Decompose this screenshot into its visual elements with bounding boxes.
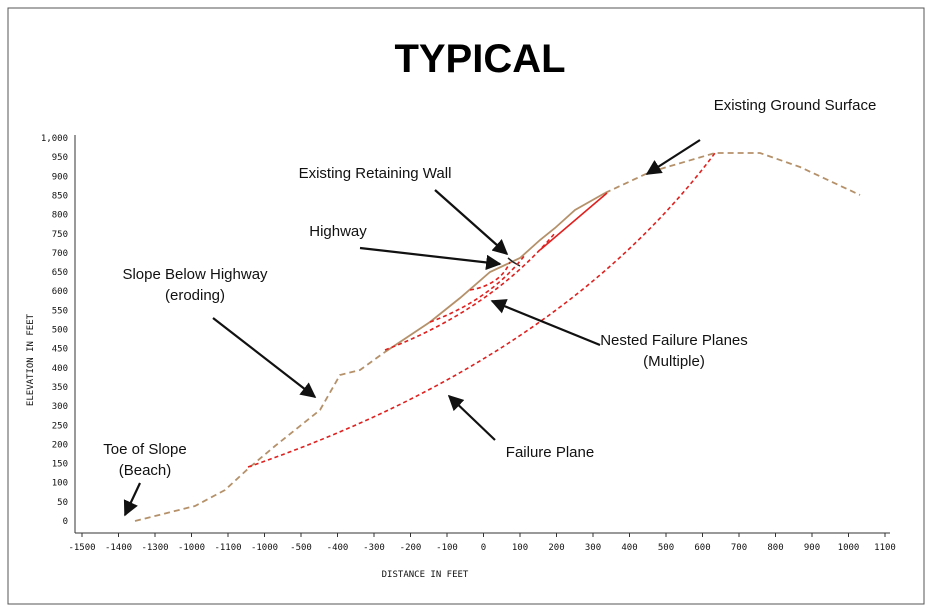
- y-tick-label: 800: [52, 211, 68, 221]
- nested-failure-plane: [384, 232, 556, 351]
- arrows: [123, 139, 701, 517]
- x-tick-label: -1100: [214, 543, 241, 553]
- y-tick-label: 750: [52, 230, 68, 240]
- x-tick-label: 900: [804, 543, 820, 553]
- x-tick-label: -1300: [141, 543, 168, 553]
- y-axis-label: ELEVATION IN FEET: [26, 313, 36, 406]
- nested-failure-plane: [429, 254, 526, 323]
- failure-plane-solid: [539, 192, 608, 251]
- annotation: Failure Plane: [506, 444, 594, 461]
- x-tick-label: -1400: [105, 543, 132, 553]
- x-tick-label: -300: [363, 543, 385, 553]
- x-tick-label: 1000: [838, 543, 860, 553]
- y-tick-label: 900: [52, 172, 68, 182]
- y-tick-label: 100: [52, 479, 68, 489]
- ground-profile: [384, 192, 606, 353]
- x-tick-label: 100: [512, 543, 528, 553]
- x-tick-label: 500: [658, 543, 674, 553]
- frame: [7, 7, 925, 605]
- y-tick-label: 150: [52, 460, 68, 470]
- y-tick-label: 650: [52, 268, 68, 278]
- x-tick-label: 400: [621, 543, 637, 553]
- y-tick-label: 850: [52, 191, 68, 201]
- y-tick-label: 200: [52, 440, 68, 450]
- y-tick-label: 250: [52, 421, 68, 431]
- x-tick-label: 200: [548, 543, 564, 553]
- x-tick-label: -1000: [178, 543, 205, 553]
- annotation: (Beach): [119, 462, 172, 479]
- x-tick-label: 700: [731, 543, 747, 553]
- x-tick-label: -200: [400, 543, 422, 553]
- y-tick-label: 350: [52, 383, 68, 393]
- failure-plane: [247, 152, 716, 468]
- y-tick-label: 550: [52, 306, 68, 316]
- annotation: Existing Retaining Wall: [299, 165, 452, 182]
- ground-profile: [604, 152, 861, 196]
- y-tick-label: 50: [57, 498, 68, 508]
- x-tick-label: -1000: [251, 543, 278, 553]
- y-tick-label: 500: [52, 326, 68, 336]
- annotation: Highway: [309, 223, 367, 240]
- x-tick-label: -400: [327, 543, 349, 553]
- x-tick-label: -100: [436, 543, 458, 553]
- title: TYPICAL: [394, 37, 565, 81]
- x-tick-label: 800: [767, 543, 783, 553]
- annotation: (Multiple): [643, 353, 705, 370]
- x-axis-label: DISTANCE IN FEET: [382, 570, 469, 580]
- y-tick-label: 300: [52, 402, 68, 412]
- y-tick-label: 1,000: [41, 134, 68, 144]
- ground-profile: [134, 351, 386, 522]
- y-tick-label: 950: [52, 153, 68, 163]
- ticks: 0 50 100 150 200 250 300 350 400 450 500 550 600 650 7…: [41, 134, 896, 553]
- y-tick-label: 450: [52, 345, 68, 355]
- x-tick-label: -1500: [68, 543, 95, 553]
- annotation: Slope Below Highway: [122, 266, 268, 283]
- annotations: Existing Ground Surface Existing Retainin…: [103, 97, 876, 479]
- annotation: (eroding): [165, 287, 225, 304]
- x-tick-label: 600: [694, 543, 710, 553]
- annotation: Existing Ground Surface: [714, 97, 877, 114]
- annotation: Toe of Slope: [103, 441, 186, 458]
- x-tick-label: -500: [290, 543, 312, 553]
- x-tick-label: 300: [585, 543, 601, 553]
- x-tick-label: 1100: [874, 543, 896, 553]
- y-tick-label: 700: [52, 249, 68, 259]
- y-tick-label: 0: [63, 517, 68, 527]
- y-tick-label: 600: [52, 287, 68, 297]
- x-tick-label: 0: [481, 543, 486, 553]
- y-tick-label: 400: [52, 364, 68, 374]
- annotation: Nested Failure Planes: [600, 332, 748, 349]
